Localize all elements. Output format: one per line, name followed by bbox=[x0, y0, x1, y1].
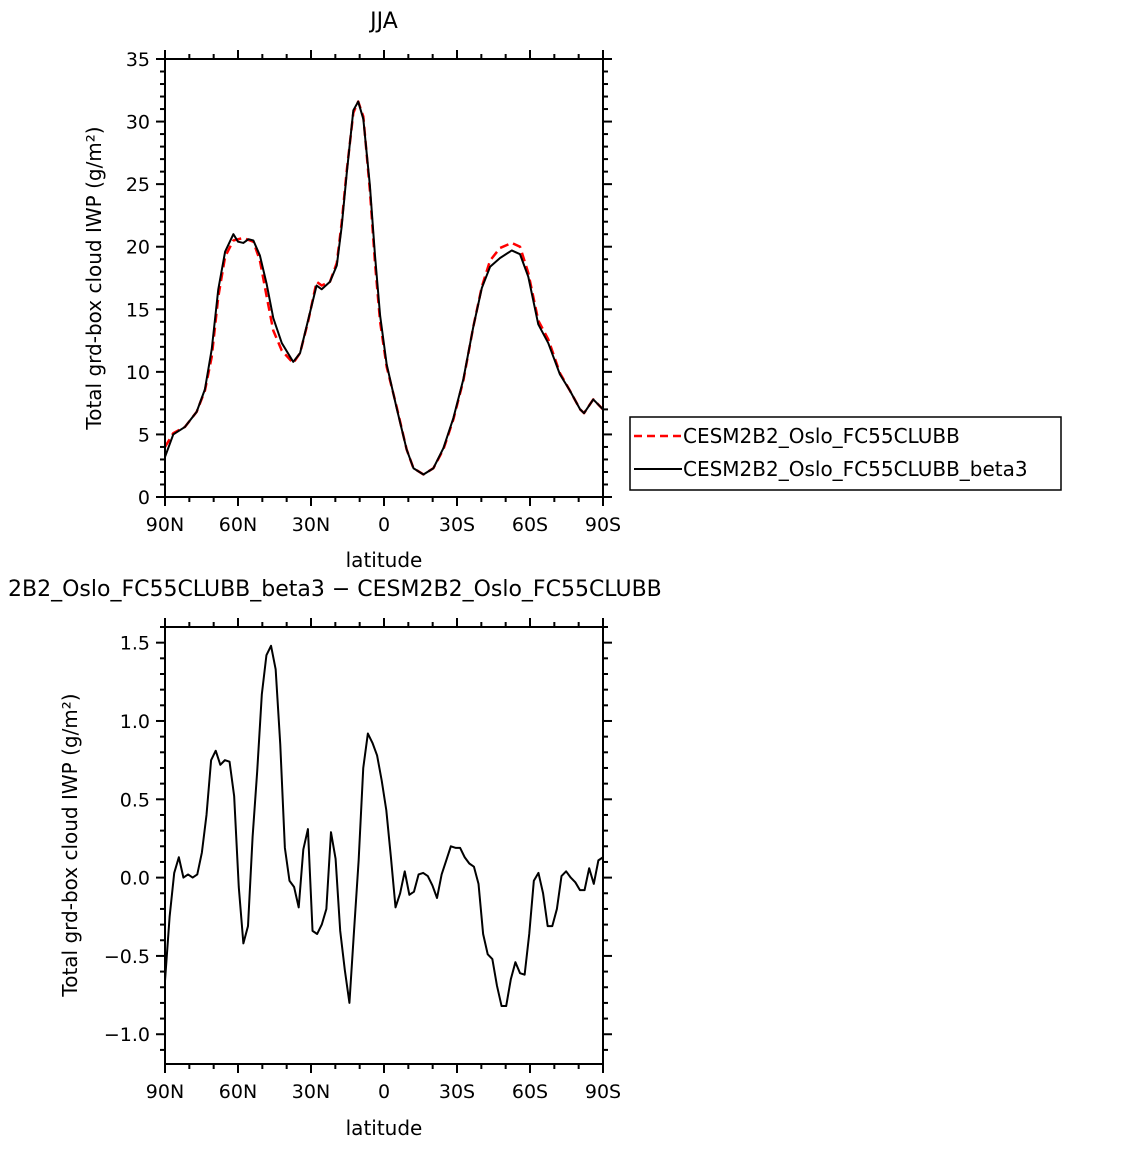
y-tick-label: 1.0 bbox=[120, 711, 150, 733]
x-tick-label: 60S bbox=[512, 514, 548, 536]
top-x-axis-label: latitude bbox=[346, 548, 423, 572]
x-tick-label: 90N bbox=[146, 514, 184, 536]
x-tick-label: 90S bbox=[585, 1081, 621, 1103]
bottom-plot-area: 90N 60N 30N 0 30S 60S 90S −1.0 −0.5 0.0 0.5 1.0 1.5 bbox=[104, 618, 621, 1103]
y-tick-label: 15 bbox=[126, 299, 150, 321]
series-line-difference bbox=[164, 644, 604, 1008]
bottom-x-axis-label: latitude bbox=[346, 1116, 423, 1140]
y-tick-label: 0.0 bbox=[120, 868, 150, 890]
x-tick-label: 90N bbox=[146, 1081, 184, 1103]
x-tick-label: 0 bbox=[378, 1081, 390, 1103]
x-tick-label: 60S bbox=[512, 1081, 548, 1103]
x-tick-label: 60N bbox=[219, 1081, 257, 1103]
x-tick-label: 30S bbox=[439, 514, 475, 536]
y-tick-label: 35 bbox=[126, 49, 150, 71]
legend: CESM2B2_Oslo_FC55CLUBB CESM2B2_Oslo_FC55… bbox=[629, 416, 1062, 491]
legend-label-beta3: CESM2B2_Oslo_FC55CLUBB_beta3 bbox=[683, 457, 1028, 481]
y-tick-label: 0.5 bbox=[120, 789, 150, 811]
plot-frame bbox=[164, 58, 604, 498]
top-plot-area: 90N 60N 30N 0 30S 60S 90S 0 5 10 15 20 25 30 35 bbox=[126, 49, 621, 536]
y-tick-label: 20 bbox=[126, 237, 150, 259]
x-tick-label: 60N bbox=[219, 514, 257, 536]
y-tick-label: 25 bbox=[126, 174, 150, 196]
y-tick-label: 1.5 bbox=[120, 633, 150, 655]
x-tick-label: 90S bbox=[585, 514, 621, 536]
x-tick-label: 0 bbox=[378, 514, 390, 536]
y-tick-label: −1.0 bbox=[104, 1024, 150, 1046]
x-tick-label: 30N bbox=[292, 514, 330, 536]
series-line-base bbox=[163, 100, 604, 476]
x-tick-label: 30N bbox=[292, 1081, 330, 1103]
y-tick-label: 5 bbox=[138, 424, 150, 446]
bottom-y-axis-label: Total grd-box cloud IWP (g/m²) bbox=[58, 693, 82, 997]
legend-label-base: CESM2B2_Oslo_FC55CLUBB bbox=[683, 424, 960, 448]
x-tick-label: 30S bbox=[439, 1081, 475, 1103]
top-chart-title: JJA bbox=[368, 9, 398, 34]
y-tick-label: −0.5 bbox=[104, 946, 150, 968]
top-y-axis-label: Total grd-box cloud IWP (g/m²) bbox=[82, 126, 106, 430]
y-tick-label: 10 bbox=[126, 362, 150, 384]
series-line-beta3 bbox=[164, 100, 604, 476]
y-tick-label: 30 bbox=[126, 112, 150, 134]
plot-frame bbox=[164, 626, 604, 1065]
y-tick-label: 0 bbox=[138, 487, 150, 509]
bottom-chart-title: 2B2_Oslo_FC55CLUBB_beta3 − CESM2B2_Oslo_… bbox=[8, 577, 662, 602]
